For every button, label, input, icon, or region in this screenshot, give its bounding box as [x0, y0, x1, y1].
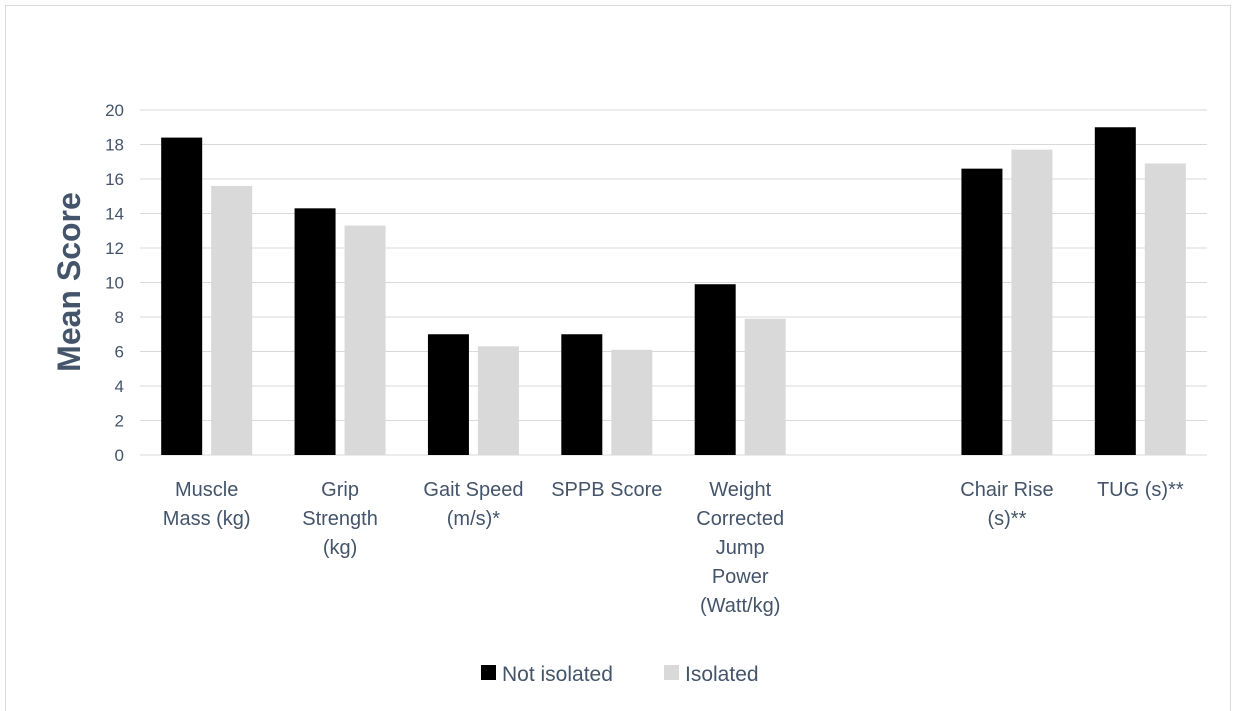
- x-tick-label: Jump: [716, 537, 765, 559]
- y-tick-label: 4: [115, 377, 124, 396]
- bar-isolated: [211, 185, 253, 455]
- bar-isolated: [1011, 149, 1053, 456]
- bar-isolated: [344, 225, 386, 455]
- x-tick-label: SPPB Score: [551, 479, 662, 501]
- chart-frame: [5, 5, 1231, 711]
- bar-not-isolated: [694, 284, 736, 455]
- y-tick-label: 8: [115, 308, 124, 327]
- x-tick-label: TUG (s)**: [1097, 479, 1184, 501]
- bar-not-isolated: [961, 168, 1003, 455]
- y-tick-label: 14: [105, 205, 124, 224]
- bar-isolated: [611, 349, 653, 455]
- y-tick-label: 20: [105, 101, 124, 120]
- x-tick-label: Strength: [302, 508, 378, 530]
- bar-not-isolated: [561, 334, 603, 455]
- x-tick-label: Corrected: [696, 508, 784, 530]
- bar-not-isolated: [161, 137, 203, 455]
- y-tick-label: 16: [105, 170, 124, 189]
- bar-isolated: [744, 318, 786, 455]
- x-category-labels: Muscle Mass (kg) Grip Strength (kg) Gait Spee…: [163, 479, 1184, 617]
- y-tick-label: 6: [115, 343, 124, 362]
- x-tick-label: Weight: [709, 479, 771, 501]
- x-tick-label: (s)**: [987, 508, 1026, 530]
- legend: Not isolated Isolated: [481, 663, 759, 686]
- bar-isolated: [1144, 163, 1186, 455]
- bar-not-isolated: [294, 208, 336, 455]
- legend-swatch: [481, 665, 496, 680]
- x-tick-label: (kg): [323, 537, 357, 559]
- y-tick-labels: 0 2 4 6 8 10 12 14 16 18 20: [105, 101, 124, 465]
- y-axis-label: Mean Score: [51, 192, 87, 372]
- x-tick-label: Grip: [321, 479, 359, 501]
- legend-swatch: [664, 665, 679, 680]
- y-tick-label: 2: [115, 412, 124, 431]
- bars: [161, 127, 1186, 456]
- x-tick-label: Muscle: [175, 479, 238, 501]
- bar-isolated: [477, 346, 519, 455]
- x-tick-label: Mass (kg): [163, 508, 251, 530]
- x-tick-label: (m/s)*: [447, 508, 501, 530]
- y-tick-label: 10: [105, 274, 124, 293]
- y-tick-label: 18: [105, 136, 124, 155]
- y-tick-label: 12: [105, 239, 124, 258]
- x-tick-label: (Watt/kg): [700, 595, 780, 617]
- y-tick-label: 0: [115, 446, 124, 465]
- bar-not-isolated: [427, 334, 469, 455]
- x-tick-label: Gait Speed: [423, 479, 523, 501]
- x-tick-label: Power: [712, 566, 769, 588]
- bar-not-isolated: [1094, 127, 1136, 455]
- x-tick-label: Chair Rise: [960, 479, 1053, 501]
- legend-label: Not isolated: [502, 663, 613, 686]
- legend-label: Isolated: [685, 663, 759, 686]
